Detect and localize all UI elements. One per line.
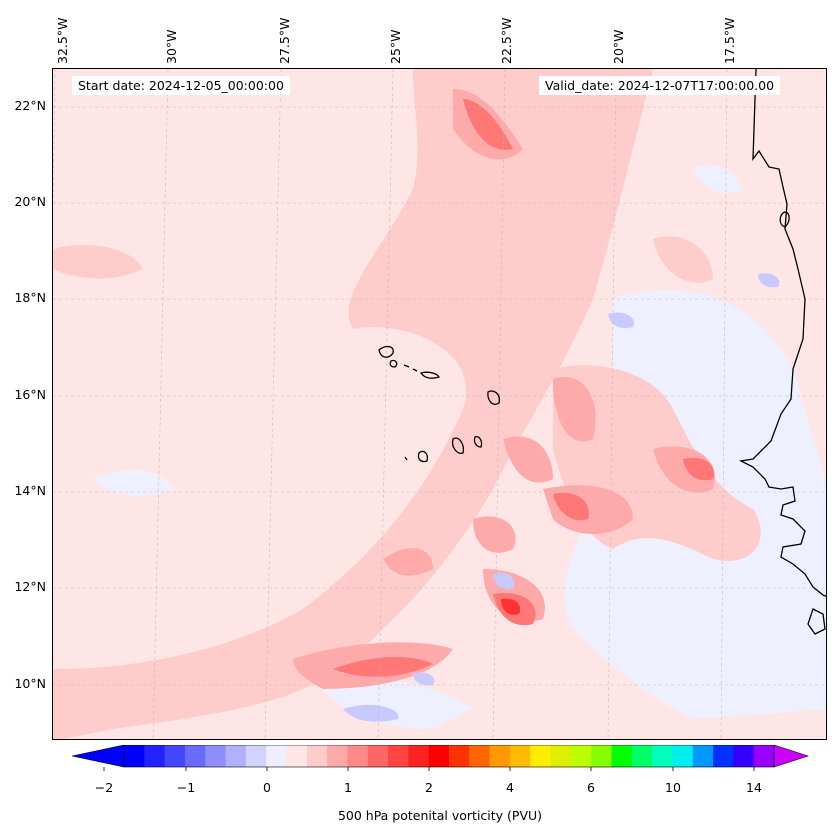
start-date-label: Start date: 2024-12-05_00:00:00 xyxy=(72,76,290,95)
colorbar-segment xyxy=(530,745,552,767)
lat-label-10n: 10°N xyxy=(14,676,46,691)
colorbar-segment xyxy=(509,745,531,767)
colorbar-frame xyxy=(123,745,775,768)
colorbar-segment xyxy=(672,745,694,767)
lat-label-14n: 14°N xyxy=(14,483,46,498)
colorbar-segment xyxy=(611,745,633,767)
lat-label-12n: 12°N xyxy=(14,579,46,594)
colorbar-segment xyxy=(631,745,653,767)
colorbar-segment xyxy=(286,745,308,767)
coastline xyxy=(738,69,826,635)
colorbar-segment xyxy=(164,745,186,767)
colorbar-tick: 10 xyxy=(665,780,681,795)
colorbar-tick: 4 xyxy=(506,780,514,795)
lat-label-22n: 22°N xyxy=(14,98,46,113)
colorbar-segment xyxy=(245,745,267,767)
colorbar-tick: 14 xyxy=(746,780,762,795)
colorbar-tick: −2 xyxy=(94,780,114,795)
lat-label-18n: 18°N xyxy=(14,290,46,305)
colorbar-segment xyxy=(692,745,714,767)
colorbar-segment xyxy=(428,745,450,767)
colorbar-segment xyxy=(124,745,145,767)
lon-label-27-5w: 27.5°W xyxy=(277,17,292,64)
colorbar-segment xyxy=(733,745,755,767)
colorbar-segment xyxy=(753,745,775,767)
colorbar-segment xyxy=(306,745,328,767)
colorbar-tick: 1 xyxy=(344,780,352,795)
colorbar xyxy=(71,745,809,771)
pv-core-max xyxy=(501,598,521,615)
colorbar-segment xyxy=(713,745,734,767)
colorbar-segment xyxy=(327,745,348,767)
colorbar-segment xyxy=(550,745,572,767)
map-panel xyxy=(52,68,827,740)
colorbar-segment xyxy=(266,745,287,767)
colorbar-segment xyxy=(591,745,612,767)
colorbar-segment xyxy=(469,745,491,767)
colorbar-segment xyxy=(225,745,247,767)
lon-label-20w: 20°W xyxy=(611,29,626,64)
lon-label-32-5w: 32.5°W xyxy=(55,17,70,64)
lon-label-17-5w: 17.5°W xyxy=(722,17,737,64)
colorbar-tick: −1 xyxy=(176,780,196,795)
colorbar-tick: 2 xyxy=(425,780,433,795)
colorbar-extend-min xyxy=(71,745,125,768)
lat-label-16n: 16°N xyxy=(14,387,46,402)
pv-contour-map xyxy=(53,69,826,739)
colorbar-segment xyxy=(347,745,369,767)
lon-label-25w: 25°W xyxy=(388,29,403,64)
cape-verde-islands xyxy=(378,345,500,463)
colorbar-segment xyxy=(408,745,430,767)
valid-date-label: Valid_date: 2024-12-07T17:00:00.00 xyxy=(539,76,781,95)
colorbar-segment xyxy=(184,745,206,767)
colorbar-segment xyxy=(570,745,592,767)
colorbar-tick: 0 xyxy=(263,780,271,795)
colorbar-segment xyxy=(367,745,389,767)
lon-label-22-5w: 22.5°W xyxy=(499,17,514,64)
colorbar-segment xyxy=(449,745,470,767)
colorbar-segment xyxy=(489,745,511,767)
colorbar-segment xyxy=(205,745,227,767)
colorbar-segment xyxy=(144,745,166,767)
colorbar-segment xyxy=(652,745,673,767)
colorbar-segment xyxy=(388,745,409,767)
colorbar-extend-max xyxy=(773,745,809,768)
colorbar-tick: 6 xyxy=(587,780,595,795)
pv-negative-blobs xyxy=(343,273,780,722)
lon-label-30w: 30°W xyxy=(164,29,179,64)
graticule xyxy=(53,69,826,739)
lat-label-20n: 20°N xyxy=(14,194,46,209)
colorbar-label: 500 hPa potenital vorticity (PVU) xyxy=(337,808,543,823)
